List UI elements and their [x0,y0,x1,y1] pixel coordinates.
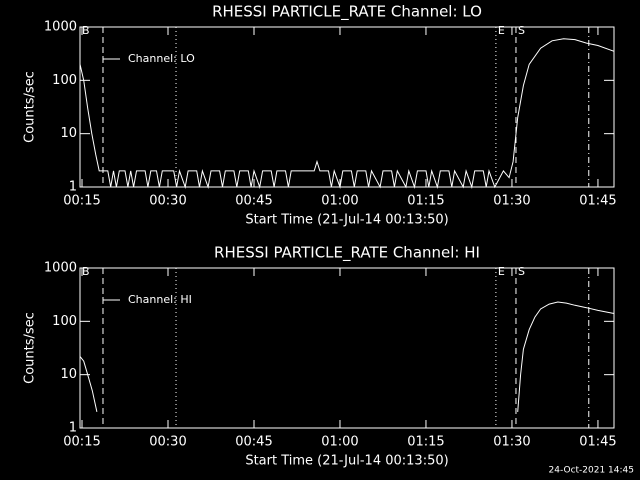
x-tick-label: 01:00 [321,194,358,209]
x-axis-label: Start Time (21-Jul-14 00:13:50) [245,454,448,469]
marker-label: B [82,24,90,37]
y-tick-label: 10 [60,126,77,141]
chart-title: RHESSI PARTICLE_RATE Channel: LO [212,3,482,22]
x-tick-label: 01:30 [493,435,530,450]
x-tick-label: 01:15 [407,435,444,450]
y-tick-label: 10 [60,367,77,382]
series-line [79,38,615,189]
x-tick-label: 01:30 [493,194,530,209]
x-tick-label: 01:45 [579,194,616,209]
footer: 24-Oct-2021 14:45 [549,466,634,476]
x-tick-label: 00:15 [63,435,100,450]
marker-label: B [82,265,90,278]
x-tick-label: 01:45 [579,435,616,450]
legend-label: Channel: LO [128,52,195,65]
x-tick-label: 01:00 [321,435,358,450]
x-tick-label: 00:45 [235,194,272,209]
y-tick-label: 100 [52,73,77,88]
marker-label: S [518,265,525,278]
y-tick-label: 1000 [44,261,77,276]
y-tick-label: 1000 [44,20,77,35]
x-tick-label: 00:15 [63,194,100,209]
y-tick-label: 1 [69,180,77,195]
x-tick-label: 00:30 [149,194,186,209]
plot-frame [79,267,615,429]
y-axis-label: Counts/sec [23,312,38,384]
marker-label: E [498,24,505,37]
x-tick-label: 00:45 [235,435,272,450]
marker-label: S [518,24,525,37]
chart-title: RHESSI PARTICLE_RATE Channel: HI [214,244,480,263]
y-tick-label: 100 [52,314,77,329]
legend-label: Channel: HI [128,293,192,306]
y-tick-label: 1 [69,421,77,436]
plot-frame [79,26,615,188]
y-axis-label: Counts/sec [23,71,38,143]
series-line [79,301,615,413]
x-tick-label: 01:15 [407,194,444,209]
marker-label: E [498,265,505,278]
x-axis-label: Start Time (21-Jul-14 00:13:50) [245,213,448,228]
x-tick-label: 00:30 [149,435,186,450]
